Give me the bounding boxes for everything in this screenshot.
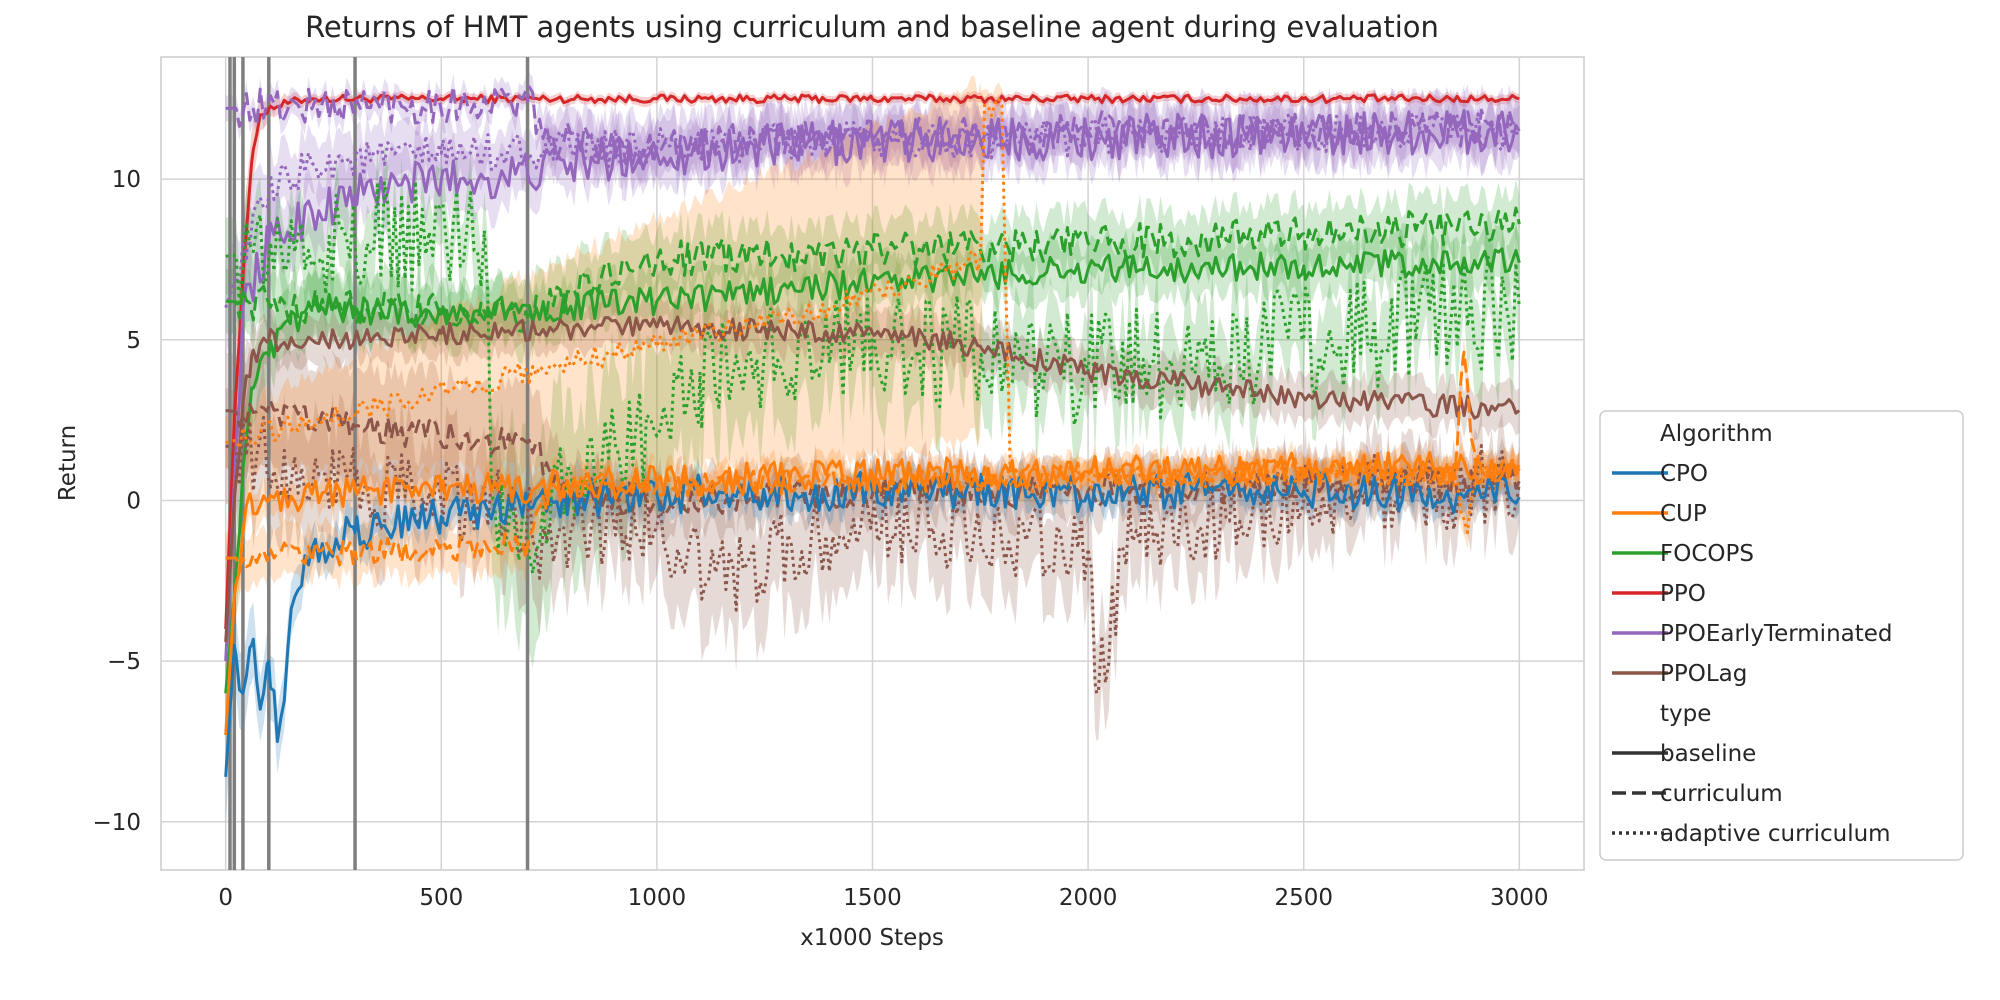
axis-ticks: 0 500 1000 1500 2000 2500 3000 −10 −5 0 5 10 <box>92 167 1548 911</box>
band-focops-baseline <box>225 223 1520 742</box>
y-tick-label: 10 <box>112 167 141 193</box>
legend-label-adaptive-curriculum: adaptive curriculum <box>1660 821 1891 847</box>
series-cpo-baseline <box>224 470 1521 777</box>
band-ppolag-adaptive-curriculum <box>225 357 1520 742</box>
series-cup-adaptive-curriculum <box>225 96 1521 535</box>
y-axis-title: Return <box>55 425 81 501</box>
y-tick-label: 0 <box>126 488 141 514</box>
legend-label-ppolag: PPOLag <box>1660 661 1747 687</box>
series-lines <box>224 85 1521 777</box>
legend-label-ppo: PPO <box>1660 581 1706 607</box>
legend-label-baseline: baseline <box>1660 741 1756 767</box>
x-tick-label: 3000 <box>1490 885 1549 911</box>
legend-label-focops: FOCOPS <box>1660 541 1754 567</box>
series-ppolag-adaptive-curriculum <box>225 413 1521 695</box>
series-focops-curriculum <box>225 206 1521 333</box>
legend-label-cpo: CPO <box>1660 461 1708 487</box>
series-ppolag-baseline <box>224 315 1521 642</box>
legend-label-cup: CUP <box>1660 501 1707 527</box>
legend-box <box>1599 410 1964 861</box>
x-tick-label: 2000 <box>1059 885 1118 911</box>
x-tick-label: 1500 <box>843 885 902 911</box>
y-tick-label: −10 <box>92 810 141 836</box>
series-ppoearlyterminated-adaptive-curriculum <box>224 111 1521 309</box>
series-ppoearlyterminated-curriculum <box>225 85 1521 167</box>
legend-title-algorithm: Algorithm <box>1660 421 1773 447</box>
legend: Algorithm CPO CUP FOCOPS PPO PPOEarlyTerminat… <box>1599 410 1964 861</box>
x-tick-label: 0 <box>218 885 233 911</box>
legend-title-type: type <box>1660 701 1711 727</box>
band-focops-adaptive-curriculum <box>225 142 1520 668</box>
series-cup-curriculum <box>225 350 1521 570</box>
legend-label-curriculum: curriculum <box>1660 781 1783 807</box>
series-ppolag-curriculum <box>225 399 1521 518</box>
x-tick-label: 500 <box>419 885 463 911</box>
x-axis-title: x1000 Steps <box>800 925 944 951</box>
band-cup-adaptive-curriculum <box>225 75 1520 549</box>
chart-title: Returns of HMT agents using curriculum a… <box>305 10 1439 44</box>
y-tick-label: −5 <box>107 649 141 675</box>
band-ppolag-baseline <box>225 294 1520 681</box>
x-tick-label: 1000 <box>628 885 687 911</box>
y-tick-label: 5 <box>126 328 141 354</box>
x-tick-label: 2500 <box>1274 885 1333 911</box>
legend-label-ppoearlyterminated: PPOEarlyTerminated <box>1660 621 1893 647</box>
